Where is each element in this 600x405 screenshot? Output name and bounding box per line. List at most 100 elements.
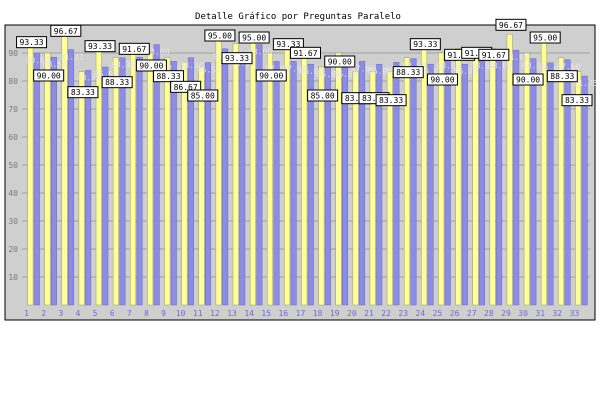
bar-blue [307, 63, 314, 306]
blue-bar-value-label: 88.00 [402, 62, 426, 71]
bar-blue [359, 61, 366, 306]
bar-blue [187, 57, 194, 306]
x-tick-label: 8 [144, 309, 149, 318]
x-tick-label: 15 [261, 309, 271, 318]
y-tick-label: 60 [8, 133, 18, 142]
value-label-box [50, 24, 82, 37]
blue-bar-value-label: 85.00 [94, 70, 118, 79]
bar-blue [68, 49, 75, 306]
bar-yellow [472, 48, 479, 306]
blue-bar-value-label: 88.00 [522, 62, 546, 71]
value-label: 83.33 [565, 96, 589, 105]
x-tick-label: 18 [313, 309, 323, 318]
bar-yellow [95, 43, 102, 306]
value-label: 90.00 [328, 58, 352, 67]
blue-bar-value-label: 83.79 [77, 73, 101, 82]
bar-yellow [249, 38, 256, 306]
bar-yellow [301, 48, 308, 306]
bar-yellow [352, 71, 359, 306]
bar-blue [564, 59, 571, 306]
blue-bar-value-label: 86.00 [299, 67, 323, 76]
x-tick-label: 4 [76, 309, 81, 318]
value-label: 88.33 [105, 78, 129, 87]
bar-yellow [421, 43, 428, 306]
value-label: 83.33 [345, 94, 369, 103]
bar-blue [170, 61, 177, 306]
x-tick-label: 24 [416, 309, 426, 318]
blue-bar-value-label: 91.21 [60, 53, 84, 62]
value-label: 90.00 [516, 76, 540, 85]
blue-bar-value-label: 85.00 [334, 70, 358, 79]
x-tick-label: 2 [41, 309, 46, 318]
bar-yellow [506, 34, 513, 306]
blue-bar-value-label: 85.00 [317, 70, 341, 79]
value-label: 93.33 [276, 40, 300, 49]
value-label: 83.33 [379, 96, 403, 105]
value-label: 90.00 [37, 72, 61, 81]
value-label: 85.00 [311, 92, 335, 101]
bar-blue [256, 44, 263, 306]
value-label: 91.67 [448, 51, 472, 60]
blue-bar-value-label: 88.00 [471, 62, 495, 71]
bar-yellow [523, 52, 530, 306]
value-label: 91.67 [465, 49, 489, 58]
value-label-box [153, 70, 185, 83]
bar-blue [136, 56, 143, 306]
y-tick-label: 50 [8, 161, 18, 170]
y-tick-label: 10 [8, 273, 18, 282]
x-tick-label: 20 [347, 309, 357, 318]
data-labels: 90.0088.5091.2183.7985.0088.3388.5093.00… [16, 18, 598, 107]
blue-bar-value-label: 91.00 [505, 53, 529, 62]
x-tick-label: 1 [24, 309, 29, 318]
x-tick-label: 19 [330, 309, 340, 318]
x-tick-label: 32 [552, 309, 562, 318]
blue-bar-value-label: 87.00 [351, 64, 375, 73]
bar-yellow [232, 43, 239, 306]
bar-blue [444, 58, 451, 306]
bar-blue [461, 63, 468, 306]
bar-yellow [198, 66, 205, 306]
value-label-box [118, 42, 150, 55]
value-label-box [546, 70, 578, 83]
value-label: 85.00 [191, 92, 215, 101]
bar-yellow [455, 48, 462, 306]
y-tick-label: 40 [8, 189, 18, 198]
value-label-box [529, 31, 561, 44]
value-label-box [255, 69, 287, 82]
value-label: 90.00 [259, 72, 283, 81]
x-tick-label: 14 [244, 309, 254, 318]
value-label: 90.00 [139, 62, 163, 71]
value-label: 96.67 [54, 27, 78, 36]
x-tick-label: 9 [161, 309, 166, 318]
value-label-box [512, 73, 544, 86]
bar-yellow [181, 62, 188, 306]
bar-blue [513, 49, 520, 306]
x-tick-label: 29 [501, 309, 511, 318]
x-tick-label: 16 [279, 309, 289, 318]
x-tick-label: 5 [93, 309, 98, 318]
value-label-box [426, 73, 458, 86]
x-tick-label: 7 [127, 309, 132, 318]
bar-blue [547, 62, 554, 306]
bar-blue [119, 57, 126, 306]
bar-blue [478, 58, 485, 306]
bar-blue [239, 55, 246, 306]
bar-blue [85, 70, 92, 306]
blue-bar-value-label: 81.75 [573, 79, 597, 88]
blue-bar-value-label: 93.00 [248, 48, 272, 57]
blue-bar-value-label: 87.00 [162, 64, 186, 73]
bar-yellow [369, 71, 376, 306]
value-label-box [204, 29, 236, 42]
x-tick-label: 26 [450, 309, 460, 318]
value-label-box [495, 18, 527, 31]
chart-title: Detalle Gráfico por Preguntas Paralelo [195, 12, 401, 22]
value-label: 88.33 [156, 72, 180, 81]
bar-yellow [318, 66, 325, 306]
value-label-box [409, 38, 441, 51]
value-label-box [67, 86, 99, 99]
y-tick-label: 70 [8, 105, 18, 114]
x-tick-label: 33 [570, 309, 580, 318]
value-label-box [238, 31, 270, 44]
value-label-box [101, 76, 133, 89]
x-tick-label: 30 [518, 309, 528, 318]
